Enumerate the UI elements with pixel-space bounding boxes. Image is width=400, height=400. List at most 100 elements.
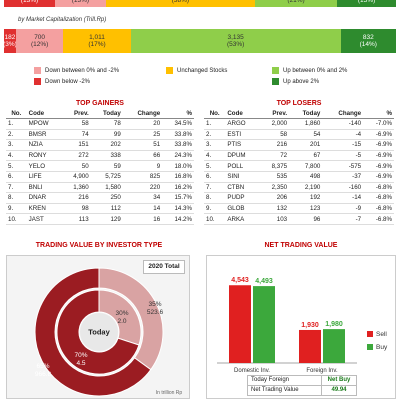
table-cell: 7.: [6, 182, 27, 194]
table-cell: PUDP: [225, 192, 260, 204]
table-cell: -6.8%: [363, 182, 394, 194]
breadth-bar-count: (13%) (13%) (38%) (21%) (15%): [4, 0, 396, 7]
legend-down-between: Down between 0% and -2%: [34, 67, 119, 74]
table-row: 1. MPOW 58 78 20 34.5%: [6, 118, 194, 130]
table-cell: -37: [322, 171, 364, 183]
header-row: No. Code Prev. Today Change%: [204, 109, 394, 119]
table-row: 9. KREN 98 112 14 14.3%: [6, 203, 194, 215]
table-cell: 33.8%: [162, 139, 194, 151]
table-cell: 15.7%: [162, 192, 194, 204]
donut-center: [80, 313, 118, 351]
table-cell: 2.: [6, 129, 27, 141]
column-header: Change: [322, 109, 364, 119]
net-trading-bar-chart: 4,543 4,493 Domestic Inv. 1,930 1,980 Foreign…: [217, 277, 388, 374]
market-cap-segment: 700 (12%): [15, 29, 64, 53]
legend-swatch: [34, 67, 41, 74]
legend-label-sell: Sell: [376, 331, 387, 338]
table-cell: 535: [259, 171, 290, 183]
inner-foreign-pct: 30%: [115, 310, 128, 317]
table-cell: 206: [259, 192, 290, 204]
table-cell: 498: [289, 171, 323, 183]
table-cell: 112: [90, 203, 123, 215]
table-cell: 4.: [6, 150, 27, 162]
bar-buy: [323, 329, 345, 363]
market-cap-segment: 1,011 (17%): [63, 29, 131, 53]
table-cell: 58: [259, 129, 290, 141]
table-cell: 98: [61, 203, 91, 215]
table-cell: 9.: [204, 203, 226, 215]
table-cell: NZIA: [26, 139, 62, 151]
table-cell: 58: [61, 118, 91, 130]
summary-value: Net Buy: [321, 376, 356, 385]
bar-sell: [229, 285, 251, 363]
table-cell: 25: [122, 129, 163, 141]
legend-swatch: [166, 67, 173, 74]
table-cell: 4,900: [61, 171, 91, 183]
table-cell: -6.9%: [363, 129, 394, 141]
table-cell: GLOB: [225, 203, 260, 215]
net-trading-summary: Today Foreign Net Buy Net Trading Value …: [247, 375, 357, 396]
table-cell: 14: [122, 203, 163, 215]
table-cell: 16.8%: [162, 171, 194, 183]
table-cell: 1,860: [289, 118, 323, 130]
table-cell: -160: [322, 182, 364, 194]
table-cell: POLL: [225, 160, 260, 172]
table-cell: 8.: [6, 192, 27, 204]
table-cell: -6.9%: [363, 171, 394, 183]
table-cell: 113: [61, 213, 91, 225]
table-row: 3. PTIS 216 201 -15 -6.9%: [204, 139, 394, 151]
column-header: %: [363, 109, 394, 119]
legend-unchanged: Unchanged Stocks: [166, 67, 227, 74]
table-cell: MPOW: [26, 118, 62, 130]
table-cell: 16: [122, 213, 163, 225]
table-cell: 1.: [204, 118, 226, 130]
table-cell: 78: [90, 118, 123, 130]
table-cell: CTBN: [225, 182, 260, 194]
market-cap-segment: 3,135 (53%): [130, 29, 341, 53]
table-cell: ESTI: [225, 129, 260, 141]
column-header: Code: [225, 109, 260, 119]
inner-domestic-pct: 70%: [74, 352, 87, 359]
table-row: 10. JAST 113 129 16 14.2%: [6, 213, 194, 225]
table-cell: -4: [322, 129, 364, 141]
inner-domestic-value: 4.5: [76, 360, 85, 367]
table-cell: -14: [322, 192, 364, 204]
table-cell: 216: [61, 192, 91, 204]
table-cell: 2.: [204, 129, 226, 141]
table-cell: -6.9%: [363, 139, 394, 151]
breadth-segment: (15%): [337, 0, 396, 7]
outer-domestic-slice: [34, 267, 152, 397]
bar-buy: [253, 286, 275, 363]
table-cell: 9: [122, 160, 163, 172]
table-cell: 2,000: [259, 118, 290, 130]
table-row: 7. CTBN 2,350 2,190 -160 -6.8%: [204, 182, 394, 194]
column-header: Today: [90, 109, 123, 119]
column-header: Change: [122, 109, 163, 119]
total-label-box: 2020 Total: [143, 260, 185, 274]
table-row: 4. DPUM 72 67 -5 -6.9%: [204, 150, 394, 162]
table-cell: 6.: [6, 171, 27, 183]
outer-domestic-pct: 65%: [36, 363, 49, 370]
table-cell: 14.2%: [162, 213, 194, 225]
table-cell: 129: [90, 213, 123, 225]
breadth-segment: (21%): [254, 0, 338, 7]
table-row: 4. RONY 272 338 66 24.3%: [6, 150, 194, 162]
table-cell: -9: [322, 203, 364, 215]
center-label: Today: [88, 328, 110, 337]
legend-swatch: [34, 78, 41, 85]
column-header: Today: [289, 109, 323, 119]
table-cell: PTIS: [225, 139, 260, 151]
table-cell: 5.: [6, 160, 27, 172]
investor-chart-title: TRADING VALUE BY INVESTOR TYPE: [35, 242, 163, 249]
table-row: 10. ARKA 103 96 -7 -6.8%: [204, 213, 394, 225]
column-header: No.: [204, 109, 226, 119]
table-cell: 3.: [6, 139, 27, 151]
table-cell: 20: [122, 118, 163, 130]
table-row: 2. ESTI 58 54 -4 -6.9%: [204, 129, 394, 141]
table-cell: 54: [289, 129, 323, 141]
table-cell: -15: [322, 139, 364, 151]
legend-swatch: [272, 67, 279, 74]
column-header: Prev.: [61, 109, 91, 119]
table-cell: 7.: [204, 182, 226, 194]
table-cell: 272: [61, 150, 91, 162]
